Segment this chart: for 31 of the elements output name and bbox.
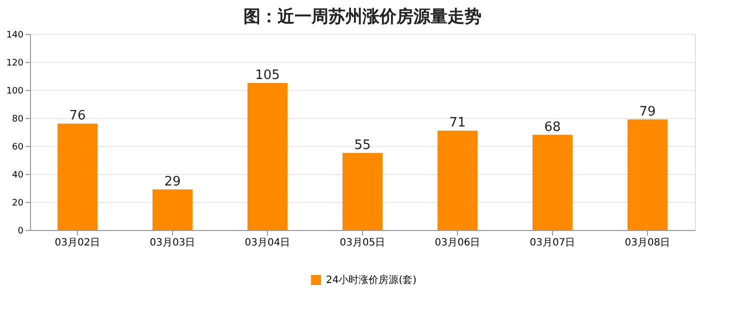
data-label: 105 [255, 68, 280, 83]
bar [628, 119, 668, 230]
y-tick-label: 40 [12, 170, 24, 180]
x-tick-label: 03月04日 [244, 238, 290, 248]
bar [438, 130, 478, 230]
y-tick-label: 120 [6, 58, 24, 68]
y-tick-label: 20 [12, 198, 24, 208]
y-tick-label: 0 [18, 226, 24, 236]
x-tick-label: 03月05日 [340, 238, 386, 248]
y-tick-label: 100 [6, 86, 24, 96]
x-tick-label: 03月08日 [624, 238, 670, 248]
y-tick-label: 80 [12, 114, 24, 124]
y-tick-label: 60 [12, 142, 24, 152]
x-tick-label: 03月02日 [54, 238, 100, 248]
x-tick-label: 03月06日 [434, 238, 480, 248]
bar [248, 83, 288, 230]
bar [152, 189, 192, 230]
y-tick-label: 140 [6, 30, 24, 40]
data-label: 76 [69, 108, 86, 124]
legend-label: 24小时涨价房源(套) [326, 274, 417, 286]
data-label: 29 [164, 174, 181, 190]
x-tick-label: 03月07日 [530, 238, 576, 248]
data-label: 55 [354, 138, 371, 153]
bar [58, 124, 98, 230]
data-label: 71 [449, 116, 466, 131]
data-label: 79 [639, 104, 656, 120]
bar [532, 134, 572, 230]
chart-title: 图：近一周苏州涨价房源量走势 [244, 7, 482, 27]
bar [342, 153, 382, 230]
x-tick-label: 03月03日 [150, 238, 196, 248]
data-label: 68 [544, 120, 561, 135]
